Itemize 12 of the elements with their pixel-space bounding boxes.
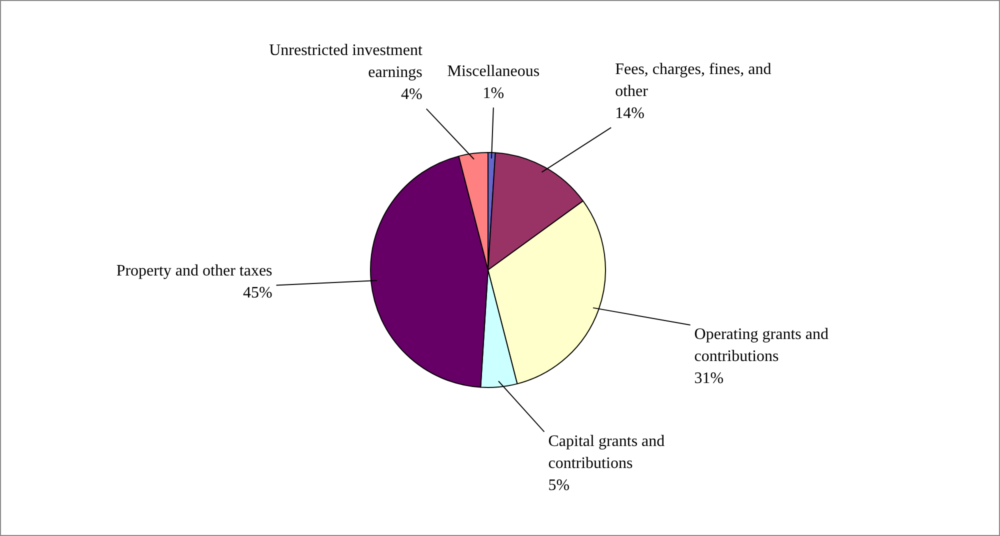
data-label: 5% bbox=[548, 476, 570, 494]
slice-label: Operating grants and contributions bbox=[694, 326, 828, 366]
data-label: 31% bbox=[694, 370, 724, 388]
slice-label: Capital grants and contributions bbox=[548, 432, 665, 472]
slice-label: Fees, charges, fines, and other bbox=[615, 60, 772, 100]
data-label: 14% bbox=[615, 104, 644, 122]
slice-label: Unrestricted investment earnings bbox=[269, 42, 423, 81]
slice-label: Miscellaneous bbox=[447, 62, 540, 80]
data-label: 1% bbox=[482, 84, 504, 102]
data-label: 45% bbox=[242, 284, 272, 302]
data-label: 4% bbox=[401, 86, 422, 103]
slice-label: Property and other taxes bbox=[116, 262, 272, 280]
